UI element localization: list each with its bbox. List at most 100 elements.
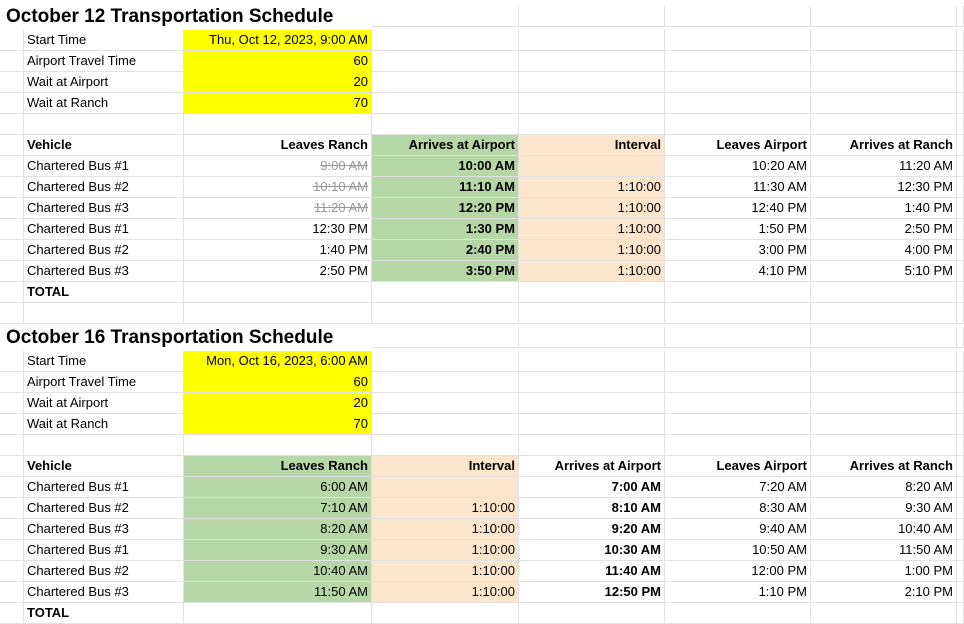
cell[interactable] bbox=[372, 393, 519, 414]
param-value[interactable]: 20 bbox=[184, 72, 372, 93]
cell[interactable] bbox=[0, 30, 24, 51]
leaves-airport-cell[interactable]: 7:20 AM bbox=[665, 477, 811, 498]
arrives-airport-cell[interactable]: 12:20 PM bbox=[372, 198, 519, 219]
cell[interactable] bbox=[0, 282, 24, 303]
cell[interactable] bbox=[811, 603, 957, 624]
leaves-airport-cell[interactable]: 4:10 PM bbox=[665, 261, 811, 282]
cell[interactable] bbox=[519, 114, 665, 135]
vehicle-cell[interactable]: Chartered Bus #2 bbox=[24, 561, 184, 582]
arrives-airport-cell[interactable]: 12:50 PM bbox=[519, 582, 665, 603]
cell[interactable] bbox=[0, 393, 24, 414]
cell[interactable] bbox=[372, 327, 519, 348]
cell[interactable] bbox=[957, 282, 964, 303]
param-label[interactable]: Wait at Ranch bbox=[24, 93, 184, 114]
cell[interactable] bbox=[519, 327, 665, 348]
arrives-airport-cell[interactable]: 10:30 AM bbox=[519, 540, 665, 561]
arrives-ranch-cell[interactable]: 2:10 PM bbox=[811, 582, 957, 603]
param-value[interactable]: Mon, Oct 16, 2023, 6:00 AM bbox=[184, 351, 372, 372]
leaves-airport-cell[interactable]: 9:40 AM bbox=[665, 519, 811, 540]
cell[interactable] bbox=[811, 30, 957, 51]
schedule1-title[interactable]: October 12 Transportation Schedule bbox=[6, 6, 334, 27]
cell[interactable] bbox=[957, 540, 964, 561]
cell[interactable] bbox=[519, 72, 665, 93]
column-header-leaves-ranch[interactable]: Leaves Ranch bbox=[184, 135, 372, 156]
cell[interactable] bbox=[372, 372, 519, 393]
column-header-vehicle[interactable]: Vehicle bbox=[24, 456, 184, 477]
cell[interactable] bbox=[957, 435, 964, 456]
cell[interactable] bbox=[372, 114, 519, 135]
leaves-airport-cell[interactable]: 12:00 PM bbox=[665, 561, 811, 582]
cell[interactable] bbox=[372, 414, 519, 435]
arrives-ranch-cell[interactable]: 11:50 AM bbox=[811, 540, 957, 561]
param-label[interactable]: Wait at Ranch bbox=[24, 414, 184, 435]
cell[interactable] bbox=[0, 372, 24, 393]
cell[interactable] bbox=[811, 372, 957, 393]
cell[interactable] bbox=[372, 93, 519, 114]
cell[interactable] bbox=[24, 435, 184, 456]
cell[interactable] bbox=[519, 603, 665, 624]
param-value[interactable]: 70 bbox=[184, 414, 372, 435]
cell[interactable] bbox=[957, 93, 964, 114]
param-label[interactable]: Start Time bbox=[24, 351, 184, 372]
cell[interactable] bbox=[372, 72, 519, 93]
column-header-arrives-airport[interactable]: Arrives at Airport bbox=[372, 135, 519, 156]
column-header-interval[interactable]: Interval bbox=[519, 135, 665, 156]
param-label[interactable]: Airport Travel Time bbox=[24, 51, 184, 72]
cell[interactable] bbox=[957, 30, 964, 51]
leaves-airport-cell[interactable]: 10:20 AM bbox=[665, 156, 811, 177]
arrives-ranch-cell[interactable]: 4:00 PM bbox=[811, 240, 957, 261]
leaves-ranch-cell[interactable]: 8:20 AM bbox=[184, 519, 372, 540]
cell[interactable] bbox=[519, 30, 665, 51]
vehicle-cell[interactable]: Chartered Bus #1 bbox=[24, 156, 184, 177]
vehicle-cell[interactable]: Chartered Bus #3 bbox=[24, 582, 184, 603]
cell[interactable] bbox=[665, 351, 811, 372]
interval-cell[interactable]: 1:10:00 bbox=[519, 219, 665, 240]
cell[interactable] bbox=[665, 603, 811, 624]
cell[interactable] bbox=[24, 303, 184, 324]
cell[interactable] bbox=[0, 540, 24, 561]
cell[interactable] bbox=[0, 435, 24, 456]
leaves-ranch-cell[interactable]: 11:20 AM bbox=[184, 198, 372, 219]
interval-cell[interactable]: 1:10:00 bbox=[372, 561, 519, 582]
vehicle-cell[interactable]: Chartered Bus #1 bbox=[24, 477, 184, 498]
cell[interactable] bbox=[0, 582, 24, 603]
cell[interactable] bbox=[957, 72, 964, 93]
cell[interactable] bbox=[0, 156, 24, 177]
cell[interactable] bbox=[957, 498, 964, 519]
cell[interactable] bbox=[665, 51, 811, 72]
param-label[interactable]: Start Time bbox=[24, 30, 184, 51]
cell[interactable] bbox=[184, 114, 372, 135]
cell[interactable] bbox=[184, 303, 372, 324]
cell[interactable] bbox=[957, 351, 964, 372]
schedule2-title[interactable]: October 16 Transportation Schedule bbox=[6, 327, 334, 348]
cell[interactable] bbox=[0, 561, 24, 582]
column-header-arrives-ranch[interactable]: Arrives at Ranch bbox=[811, 135, 957, 156]
cell[interactable] bbox=[665, 30, 811, 51]
interval-cell[interactable]: 1:10:00 bbox=[372, 582, 519, 603]
cell[interactable] bbox=[519, 303, 665, 324]
leaves-ranch-cell[interactable]: 1:40 PM bbox=[184, 240, 372, 261]
cell[interactable] bbox=[957, 177, 964, 198]
cell[interactable] bbox=[957, 414, 964, 435]
cell[interactable] bbox=[0, 519, 24, 540]
interval-cell[interactable]: 1:10:00 bbox=[372, 540, 519, 561]
cell[interactable] bbox=[957, 456, 964, 477]
column-header-leaves-airport[interactable]: Leaves Airport bbox=[665, 456, 811, 477]
cell[interactable] bbox=[957, 261, 964, 282]
cell[interactable] bbox=[372, 282, 519, 303]
arrives-ranch-cell[interactable]: 9:30 AM bbox=[811, 498, 957, 519]
cell[interactable] bbox=[0, 456, 24, 477]
cell[interactable] bbox=[665, 372, 811, 393]
leaves-airport-cell[interactable]: 10:50 AM bbox=[665, 540, 811, 561]
cell[interactable] bbox=[811, 72, 957, 93]
cell[interactable] bbox=[519, 414, 665, 435]
arrives-airport-cell[interactable]: 7:00 AM bbox=[519, 477, 665, 498]
vehicle-cell[interactable]: Chartered Bus #1 bbox=[24, 540, 184, 561]
cell[interactable] bbox=[519, 351, 665, 372]
cell[interactable] bbox=[957, 327, 964, 348]
cell[interactable] bbox=[24, 114, 184, 135]
cell[interactable] bbox=[957, 135, 964, 156]
interval-cell[interactable]: 1:10:00 bbox=[519, 177, 665, 198]
cell[interactable] bbox=[665, 72, 811, 93]
column-header-arrives-airport[interactable]: Arrives at Airport bbox=[519, 456, 665, 477]
